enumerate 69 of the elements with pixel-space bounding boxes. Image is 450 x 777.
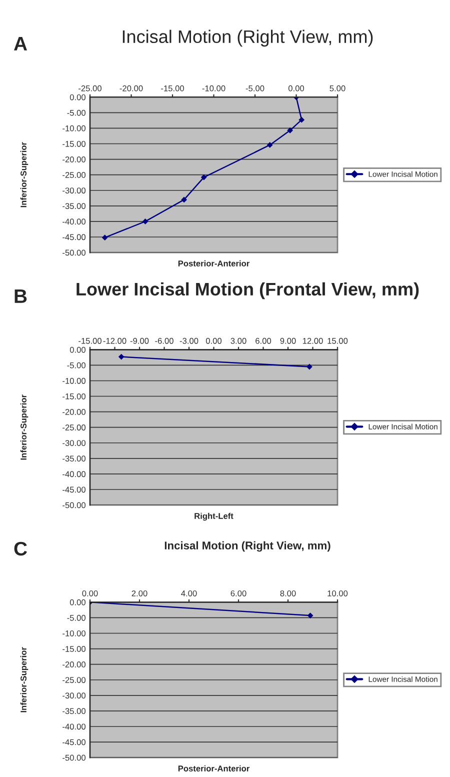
y-tick-label: 0.00 bbox=[70, 346, 86, 353]
y-tick-label: -30.00 bbox=[62, 188, 86, 194]
y-tick-label: -5.00 bbox=[67, 614, 86, 621]
y-tick-label: -5.00 bbox=[67, 110, 86, 116]
x-tick-label: -5.00 bbox=[246, 85, 264, 92]
x-tick-label: -6.00 bbox=[155, 338, 174, 344]
y-tick-label: -25.00 bbox=[62, 677, 86, 683]
text: B bbox=[14, 290, 27, 303]
y-tick-label: -50.00 bbox=[62, 754, 86, 761]
x-tick-label: 0.00 bbox=[288, 85, 304, 92]
x-tick-label: 0.00 bbox=[206, 338, 222, 344]
x-tick-label: 9.00 bbox=[280, 338, 296, 344]
x-tick-label: 6.00 bbox=[256, 338, 272, 344]
x-tick-label: 0.00 bbox=[82, 590, 98, 596]
x-tick-label: 5.00 bbox=[330, 85, 346, 92]
y-tick-label: -15.00 bbox=[62, 393, 86, 400]
y-tick-label: -45.00 bbox=[62, 234, 86, 240]
chart-title: Incisal Motion (Right View, mm) bbox=[122, 30, 373, 47]
y-tick-label: -10.00 bbox=[62, 378, 86, 384]
x-tick-label: -3.00 bbox=[180, 338, 198, 344]
y-tick-label: -15.00 bbox=[62, 140, 86, 147]
y-axis-title: Inferior-Superior bbox=[20, 142, 28, 208]
y-tick-label: -50.00 bbox=[62, 250, 86, 256]
y-tick-label: -30.00 bbox=[62, 692, 86, 699]
x-tick-label: 6.00 bbox=[230, 590, 246, 596]
y-tick-label: -20.00 bbox=[62, 409, 86, 415]
y-tick-label: -20.00 bbox=[62, 156, 86, 162]
x-tick-label: -15.00 bbox=[78, 338, 102, 344]
x-tick-label: -25.00 bbox=[78, 85, 102, 92]
x-tick-label: -15.00 bbox=[161, 85, 184, 92]
x-tick-label: 12.00 bbox=[302, 338, 323, 344]
y-tick-label: -35.00 bbox=[62, 203, 86, 210]
x-tick-label: 8.00 bbox=[280, 590, 296, 596]
y-axis-title: Inferior-Superior bbox=[20, 394, 28, 460]
y-tick-label: 0.00 bbox=[70, 599, 86, 606]
y-tick-label: -40.00 bbox=[62, 471, 86, 478]
x-axis-title: Posterior-Anterior bbox=[178, 260, 250, 266]
text: C bbox=[14, 542, 28, 556]
x-tick-label: 4.00 bbox=[181, 590, 197, 596]
y-tick-label: -45.00 bbox=[62, 486, 86, 493]
y-tick-label: -40.00 bbox=[62, 724, 86, 730]
x-tick-label: 3.00 bbox=[230, 338, 246, 344]
y-tick-label: -10.00 bbox=[62, 125, 86, 132]
y-tick-label: -35.00 bbox=[62, 456, 86, 462]
y-tick-label: -15.00 bbox=[62, 646, 86, 652]
x-axis-title: Right-Left bbox=[194, 512, 234, 521]
text: A bbox=[14, 36, 28, 50]
y-tick-label: -5.00 bbox=[67, 362, 86, 368]
x-tick-label: 15.00 bbox=[328, 338, 348, 344]
y-tick-label: -35.00 bbox=[62, 708, 86, 714]
y-axis-title: Inferior-Superior bbox=[20, 647, 28, 712]
chart-title: Incisal Motion (Right View, mm) bbox=[164, 541, 330, 552]
x-tick-label: 2.00 bbox=[132, 590, 148, 596]
chart-title: Lower Incisal Motion (Frontal View, mm) bbox=[76, 282, 419, 300]
x-tick-label: 10.00 bbox=[328, 590, 348, 596]
x-tick-label: -9.00 bbox=[130, 338, 149, 344]
y-tick-label: -25.00 bbox=[62, 424, 86, 430]
y-tick-label: -10.00 bbox=[62, 630, 86, 636]
x-tick-label: -20.00 bbox=[120, 85, 143, 92]
x-axis-title: Posterior-Anterior bbox=[178, 765, 250, 772]
y-tick-label: -50.00 bbox=[62, 502, 86, 508]
x-tick-label: -12.00 bbox=[103, 338, 126, 344]
y-tick-label: -30.00 bbox=[62, 440, 86, 446]
y-tick-label: -25.00 bbox=[62, 172, 86, 178]
y-tick-label: -20.00 bbox=[62, 662, 86, 668]
y-tick-label: -40.00 bbox=[62, 218, 86, 225]
y-tick-label: -45.00 bbox=[62, 739, 86, 746]
y-tick-label: 0.00 bbox=[70, 94, 86, 100]
x-tick-label: -10.00 bbox=[202, 85, 226, 92]
